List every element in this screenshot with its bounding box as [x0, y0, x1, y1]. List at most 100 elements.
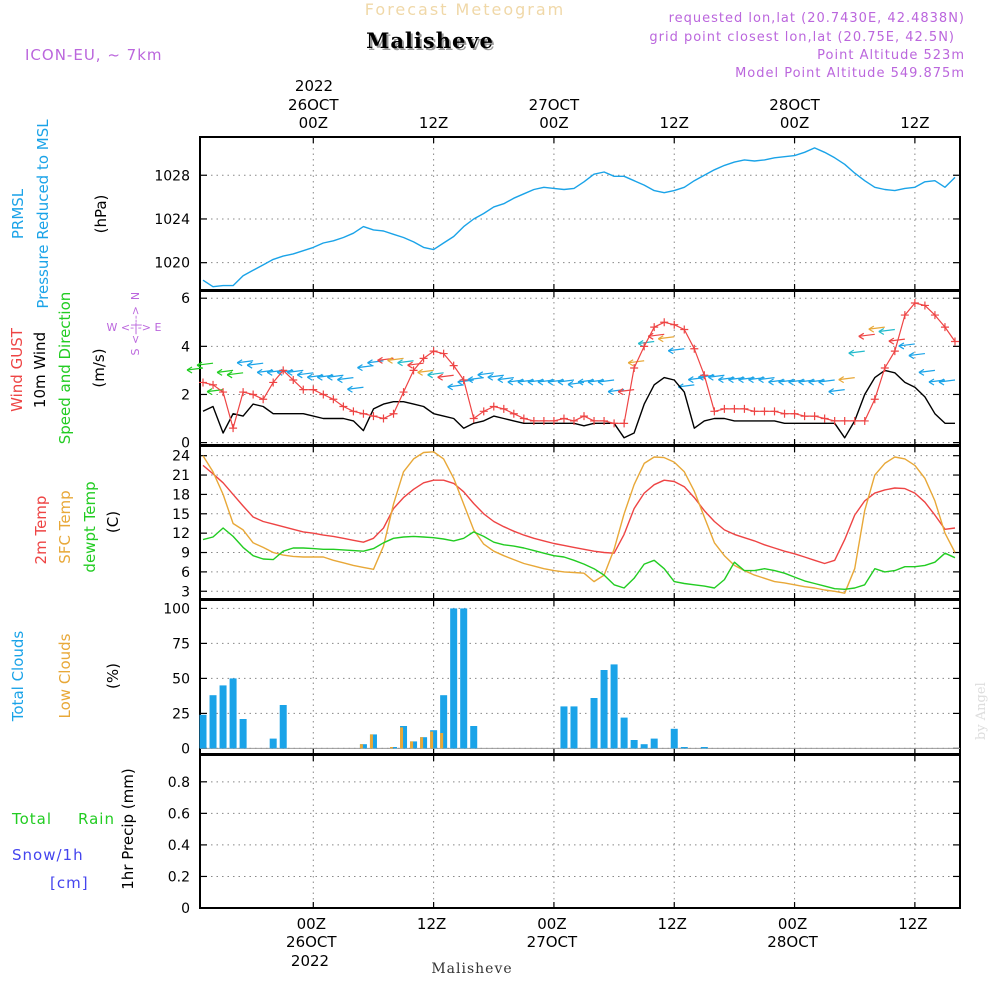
rain-label: Rain — [78, 810, 115, 828]
wind-direction-arrow — [848, 350, 865, 354]
dewpt-temp-label: dewpt Temp — [81, 481, 99, 572]
total-cloud-bar — [430, 730, 438, 749]
wind-direction-arrowhead — [728, 376, 734, 384]
bottom-hour-label: 12Z — [417, 915, 446, 933]
bottom-hour-label: 12Z — [658, 915, 687, 933]
wind-direction-arrow — [357, 364, 374, 369]
wind-direction-arrowhead — [487, 373, 494, 381]
low-cloud-bar — [420, 737, 424, 749]
wind-direction-arrow — [347, 386, 364, 390]
low-cloud-bar — [440, 733, 444, 749]
wind-direction-arrow — [427, 372, 444, 376]
top-hour-label: 00Z — [539, 114, 568, 132]
wind-gust-marker — [870, 395, 879, 404]
wind-direction-arrow — [567, 381, 585, 386]
wind-direction-arrow — [327, 374, 344, 378]
wind-gust-marker — [840, 416, 849, 425]
requested-coords: requested lon,lat (20.7430E, 42.4838N) — [669, 11, 965, 26]
wind-gust-marker — [780, 409, 789, 418]
wind-direction-arrow — [658, 336, 675, 340]
wind-direction-arrowhead — [738, 376, 744, 384]
prmsl-line — [202, 147, 956, 288]
total-cloud-bar — [229, 678, 237, 749]
wind-direction-arrowhead — [186, 366, 193, 374]
wind-direction-arrow — [477, 372, 494, 376]
wind-direction-arrow — [858, 333, 875, 337]
wind-direction-arrow — [688, 377, 705, 381]
compass-we: W <-|-> E — [107, 321, 162, 334]
wind-gust-marker — [730, 404, 739, 413]
wind-gust-marker — [790, 409, 799, 418]
top-hour-label: 00Z — [299, 114, 328, 132]
low-cloud-bar — [390, 747, 394, 749]
wind-gust-marker — [499, 404, 508, 413]
wind-direction-arrowhead — [748, 376, 754, 384]
wind-direction-arrowhead — [587, 378, 594, 386]
wind-direction-arrowhead — [858, 332, 865, 340]
wind-ytick-label: 4 — [181, 339, 190, 355]
pressure-panel: 1020 1024 1028 — [154, 136, 961, 291]
10m-wind-line — [202, 369, 955, 439]
compass-n: N — [129, 292, 142, 300]
sfc-temp-line — [202, 451, 956, 594]
wind-gust-marker — [910, 299, 919, 308]
wind-direction-arrowhead — [437, 373, 443, 381]
total-cloud-bar — [650, 738, 658, 749]
wind-gust-marker — [529, 416, 538, 425]
wind-gust-marker — [549, 416, 558, 425]
wind-direction-arrowhead — [246, 361, 253, 369]
wind-gust-marker — [399, 388, 408, 397]
wind-gust-marker — [640, 342, 649, 351]
bottom-date-label: 28OCT — [767, 933, 818, 951]
wind-gust-marker — [680, 325, 689, 334]
wind-direction-arrowhead — [317, 373, 323, 381]
wind-direction-arrow — [186, 367, 204, 371]
wind-direction-arrowhead — [667, 347, 674, 355]
total-cloud-bar — [440, 695, 448, 749]
wind-direction-arrowhead — [216, 368, 223, 376]
temp-labels: 2m Temp SFC Temp dewpt Temp (C) — [32, 481, 122, 572]
precip-ytick-label: 0.6 — [168, 806, 190, 822]
top-hour-label: 12Z — [900, 114, 929, 132]
wind-direction-arrowhead — [577, 378, 584, 386]
wind-direction-arrowhead — [537, 378, 544, 386]
wind-direction-arrowhead — [407, 361, 413, 369]
credit-watermark: by Angel — [974, 682, 989, 740]
total-cloud-bar — [450, 608, 458, 749]
bottom-hour-label: 12Z — [898, 915, 927, 933]
wind-gust-marker — [770, 407, 779, 416]
temp-ytick-label: 9 — [181, 546, 190, 562]
temp-unit-label: (C) — [104, 511, 122, 533]
wind-gust-marker — [309, 385, 318, 394]
low-cloud-bar — [369, 734, 373, 749]
wind-gust-marker — [289, 376, 298, 385]
clouds-ytick-label: 0 — [181, 741, 190, 757]
wind-gust-marker — [800, 412, 809, 421]
total-cloud-bar — [610, 664, 618, 749]
total-cloud-bar — [279, 705, 287, 749]
wind-direction-arrow — [868, 326, 885, 330]
precip-ytick-label: 0.8 — [168, 775, 190, 791]
wind-direction-arrow — [397, 360, 414, 364]
wind-direction-arrowhead — [657, 335, 664, 343]
wind-gust-marker — [830, 416, 839, 425]
wind-direction-arrowhead — [908, 352, 915, 360]
clouds-ytick-label: 75 — [172, 636, 190, 652]
wind-gust-marker — [249, 390, 258, 399]
wind-direction-arrowhead — [778, 378, 784, 386]
cloud-labels: Total Clouds Low Clouds (%) — [9, 631, 122, 723]
pressure-ytick-label: 1020 — [154, 256, 190, 272]
cloud-unit-label: (%) — [104, 663, 122, 689]
wind-direction-arrowhead — [497, 376, 504, 384]
wind-direction-arrow — [678, 384, 695, 388]
pressure-labels: PRMSL Pressure Reduced to MSL (hPa) — [9, 119, 110, 309]
top-year-label: 2022 — [295, 77, 333, 95]
wind-direction-arrowhead — [627, 359, 634, 367]
precip-labels: Total Rain Snow/1h [cm] 1hr Precip (mm) — [11, 768, 137, 892]
wind-ytick-label: 6 — [181, 291, 190, 307]
point-altitude: Point Altitude 523m — [817, 48, 965, 63]
top-hour-label: 12Z — [660, 114, 689, 132]
wind-gust-marker — [259, 395, 268, 404]
wind-gust-marker — [569, 416, 578, 425]
wind-gust-marker — [620, 419, 629, 428]
